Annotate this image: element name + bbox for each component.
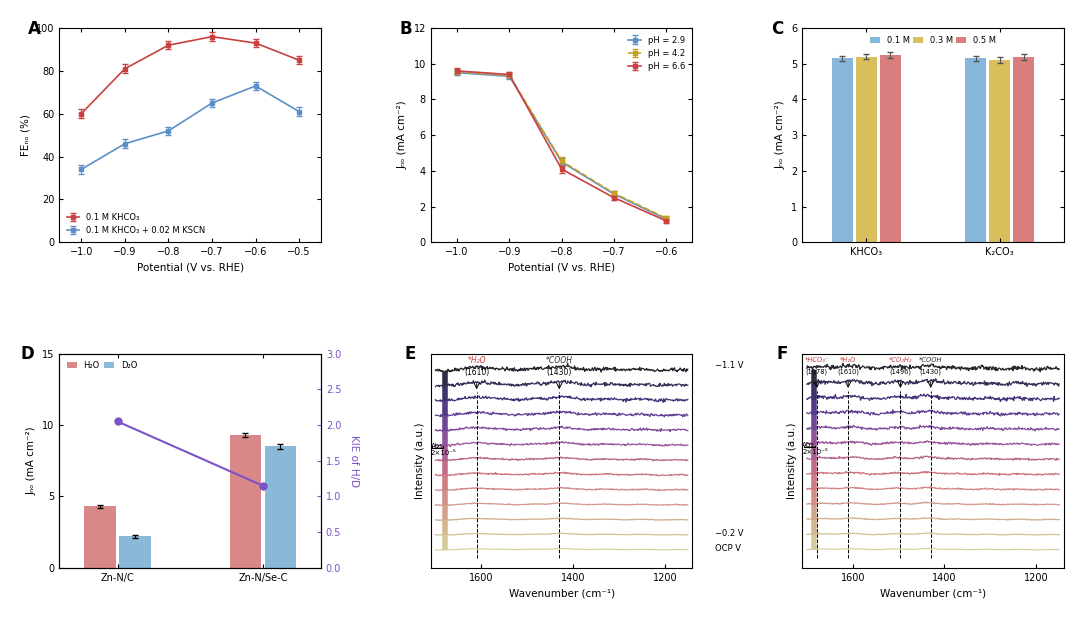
Text: A: A xyxy=(28,19,41,37)
Text: (1430): (1430) xyxy=(920,368,942,375)
Text: (1610): (1610) xyxy=(464,368,489,377)
Y-axis label: Jₙₒ (mA cm⁻²): Jₙₒ (mA cm⁻²) xyxy=(775,101,785,170)
Bar xyxy=(880,55,901,242)
X-axis label: Wavenumber (cm⁻¹): Wavenumber (cm⁻¹) xyxy=(509,588,615,598)
Bar xyxy=(855,57,877,242)
Text: *COOH: *COOH xyxy=(919,357,943,363)
Text: (1678): (1678) xyxy=(806,368,828,375)
Text: *H₂O: *H₂O xyxy=(468,356,486,365)
Bar xyxy=(1013,57,1035,242)
X-axis label: Potential (V vs. RHE): Potential (V vs. RHE) xyxy=(508,263,616,273)
Text: D: D xyxy=(21,345,33,363)
Text: C: C xyxy=(771,19,783,37)
Y-axis label: Intensity (a.u.): Intensity (a.u.) xyxy=(416,422,426,499)
Text: −1.1 V: −1.1 V xyxy=(715,361,744,370)
Y-axis label: Jₙₒ (mA cm⁻²): Jₙₒ (mA cm⁻²) xyxy=(27,426,37,495)
Text: (1496): (1496) xyxy=(890,368,912,375)
Bar xyxy=(84,507,116,568)
Legend: 0.1 M, 0.3 M, 0.5 M: 0.1 M, 0.3 M, 0.5 M xyxy=(867,32,999,48)
Text: *CO₂H₂: *CO₂H₂ xyxy=(889,357,913,363)
Bar xyxy=(119,537,150,568)
Y-axis label: KIE of H/D: KIE of H/D xyxy=(349,435,360,487)
Bar xyxy=(230,435,261,568)
Text: *COOH: *COOH xyxy=(545,356,572,365)
Text: Abs.
2×10⁻⁵: Abs. 2×10⁻⁵ xyxy=(431,443,457,456)
X-axis label: Potential (V vs. RHE): Potential (V vs. RHE) xyxy=(136,263,244,273)
Y-axis label: Jₙₒ (mA cm⁻²): Jₙₒ (mA cm⁻²) xyxy=(399,101,408,170)
Text: (1610): (1610) xyxy=(837,368,859,375)
Bar xyxy=(832,59,853,242)
Y-axis label: FEₙₒ (%): FEₙₒ (%) xyxy=(21,114,30,156)
X-axis label: Wavenumber (cm⁻¹): Wavenumber (cm⁻¹) xyxy=(880,588,986,598)
Text: E: E xyxy=(405,345,416,363)
Text: *H₂O: *H₂O xyxy=(840,357,856,363)
Text: B: B xyxy=(400,19,413,37)
Text: Abs.
2×10⁻⁵: Abs. 2×10⁻⁵ xyxy=(802,442,828,456)
Bar xyxy=(989,60,1010,242)
Y-axis label: Intensity (a.u.): Intensity (a.u.) xyxy=(786,422,797,499)
Text: −0.2 V: −0.2 V xyxy=(715,529,744,539)
Text: F: F xyxy=(777,345,787,363)
Text: OCP V: OCP V xyxy=(715,544,741,553)
Bar xyxy=(966,59,986,242)
Text: (1430): (1430) xyxy=(546,368,572,377)
Bar xyxy=(265,446,296,568)
Legend: 0.1 M KHCO₃, 0.1 M KHCO₃ + 0.02 M KSCN: 0.1 M KHCO₃, 0.1 M KHCO₃ + 0.02 M KSCN xyxy=(64,209,208,238)
Legend: pH = 2.9, pH = 4.2, pH = 6.6: pH = 2.9, pH = 4.2, pH = 6.6 xyxy=(625,32,688,74)
Text: *HCO₃⁻: *HCO₃⁻ xyxy=(805,357,829,363)
Legend: H₂O, D₂O: H₂O, D₂O xyxy=(64,358,140,374)
